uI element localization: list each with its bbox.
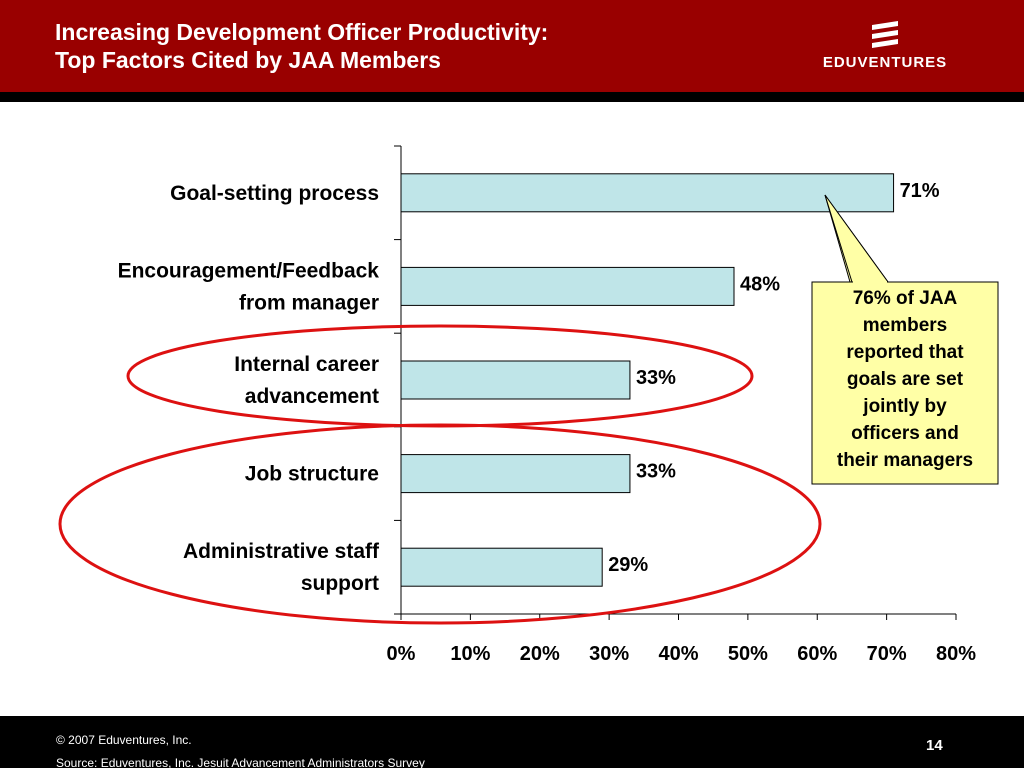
bar-administrative-staff-support — [400, 547, 603, 587]
bar-internal-career-advancement — [400, 360, 631, 400]
slide-title-line-1: Increasing Development Officer Productiv… — [55, 19, 549, 45]
value-label-job-structure: 33% — [636, 461, 676, 483]
x-tick-label: 20% — [520, 643, 560, 665]
x-tick-label: 60% — [797, 643, 837, 665]
callout-line: members — [862, 315, 948, 336]
callout-text: 76% of JAA members reported that goals a… — [812, 285, 998, 474]
highlight-ellipse-job-admin — [58, 423, 822, 625]
slide-title-line-2: Top Factors Cited by JAA Members — [55, 47, 441, 73]
highlight-ellipses — [58, 324, 822, 625]
value-label-goal-setting-process: 71% — [900, 180, 940, 202]
x-tick-label: 30% — [589, 643, 629, 665]
x-tick-label: 50% — [728, 643, 768, 665]
category-label-encouragement-feedback-from-manager: from manager — [239, 291, 379, 314]
category-label-job-structure: Job structure — [245, 463, 379, 486]
bar-job-structure — [400, 454, 631, 494]
bar-encouragement-feedback-from-manager — [400, 266, 735, 306]
x-tick-label: 0% — [387, 643, 416, 665]
callout-line: jointly by — [863, 396, 947, 417]
logo-text: EDUVENTURES — [822, 54, 948, 71]
value-label-encouragement-feedback-from-manager: 48% — [740, 273, 780, 295]
callout-box — [811, 194, 999, 485]
footer-bar: © 2007 Eduventures, Inc. Source: Eduvent… — [0, 716, 1024, 770]
copyright-text: © 2007 Eduventures, Inc. — [56, 733, 192, 747]
page-number: 14 — [926, 737, 943, 754]
callout-line: officers and — [851, 423, 959, 444]
logo-mark-icon — [872, 21, 898, 48]
x-tick-label: 70% — [867, 643, 907, 665]
source-text: Source: Eduventures, Inc. Jesuit Advance… — [56, 756, 425, 770]
callout-line: goals are set — [846, 369, 964, 390]
bar-chart: 71% 48% 33% 33% 29% Goal-setting process Enco… — [58, 145, 999, 665]
category-label-goal-setting-process: Goal-setting process — [170, 182, 379, 205]
category-label-internal-career-advancement: Internal career — [234, 353, 379, 376]
category-label-internal-career-advancement: advancement — [245, 385, 379, 408]
callout-line: reported that — [846, 342, 964, 363]
header-banner: Increasing Development Officer Productiv… — [0, 0, 1024, 92]
eduventures-logo: EDUVENTURES — [820, 18, 950, 78]
header-rule — [0, 92, 1024, 102]
callout-rect — [811, 281, 999, 485]
value-label-administrative-staff-support: 29% — [608, 554, 648, 576]
x-tick-label: 40% — [658, 643, 698, 665]
x-tick-label: 10% — [450, 643, 490, 665]
category-label-administrative-staff-support: support — [301, 572, 379, 595]
category-label-encouragement-feedback-from-manager: Encouragement/Feedback — [118, 259, 380, 282]
category-label-administrative-staff-support: Administrative staff — [183, 540, 380, 563]
value-label-internal-career-advancement: 33% — [636, 367, 676, 389]
callout-line: 76% of JAA — [852, 288, 958, 309]
x-tick-label: 80% — [936, 643, 976, 665]
bar-goal-setting-process — [400, 173, 895, 213]
callout-line: their managers — [836, 450, 974, 471]
